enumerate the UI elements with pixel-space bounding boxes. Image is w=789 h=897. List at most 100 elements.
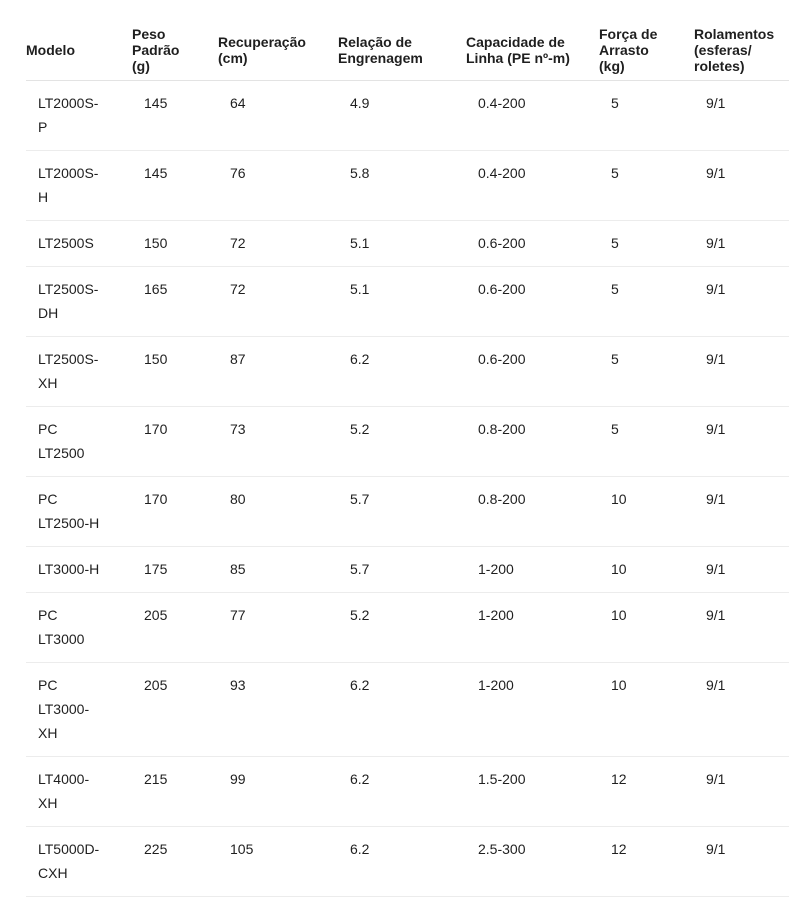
cell-text: PC LT3000 (38, 607, 85, 647)
cell-text: LT3000-H (38, 561, 100, 577)
cell-line-capacity: 1-200 (466, 546, 599, 593)
cell-text: 9/1 (706, 421, 726, 437)
cell-bearings: 9/1 (694, 266, 789, 337)
header-label: Recuperação (cm) (218, 34, 306, 66)
cell-text: 2.5-300 (478, 841, 526, 857)
cell-line-capacity: 0.4-200 (466, 80, 599, 151)
cell-retrieve: 85 (218, 546, 338, 593)
cell-text: 10 (611, 561, 627, 577)
cell-text: 6.2 (350, 677, 370, 693)
cell-gear-ratio: 5.8 (338, 150, 466, 221)
header-bearings: Rolamentos (esferas/ roletes) (694, 20, 789, 81)
cell-text: 5.7 (350, 491, 370, 507)
cell-retrieve: 99 (218, 756, 338, 827)
table-row: LT2500S-XH 150 87 6.2 0.6-200 5 9/1 (26, 336, 789, 407)
cell-bearings: 9/1 (694, 476, 789, 547)
table-row: LT5000D-CXH 225 105 6.2 2.5-300 12 9/1 (26, 826, 789, 897)
cell-text: 1.5-200 (478, 771, 526, 787)
cell-text: 72 (230, 281, 246, 297)
cell-text: 9/1 (706, 607, 726, 623)
cell-text: 145 (144, 165, 168, 181)
cell-text: 99 (230, 771, 246, 787)
header-model: Modelo (26, 20, 132, 81)
header-weight: Peso Padrão (g) (132, 20, 218, 81)
cell-text: 0.6-200 (478, 351, 526, 367)
cell-gear-ratio: 5.7 (338, 476, 466, 547)
cell-bearings: 9/1 (694, 592, 789, 663)
cell-text: 0.4-200 (478, 95, 526, 111)
table-row: PC LT2500-H 170 80 5.7 0.8-200 10 9/1 (26, 476, 789, 547)
cell-line-capacity: 0.8-200 (466, 476, 599, 547)
cell-retrieve: 64 (218, 80, 338, 151)
cell-model: LT2000S-P (26, 80, 132, 151)
cell-text: 9/1 (706, 281, 726, 297)
table-row: PC LT3000-XH 205 93 6.2 1-200 10 9/1 (26, 662, 789, 757)
cell-text: 10 (611, 607, 627, 623)
cell-text: 5.2 (350, 607, 370, 623)
cell-text: 12 (611, 771, 627, 787)
cell-drag: 5 (599, 150, 694, 221)
cell-text: 4.9 (350, 95, 370, 111)
cell-text: 6.2 (350, 771, 370, 787)
cell-text: 5 (611, 351, 619, 367)
cell-text: 170 (144, 491, 168, 507)
cell-drag: 5 (599, 336, 694, 407)
cell-text: 5 (611, 95, 619, 111)
cell-bearings: 9/1 (694, 220, 789, 267)
cell-text: 5.7 (350, 561, 370, 577)
cell-text: 0.8-200 (478, 491, 526, 507)
cell-line-capacity: 1-200 (466, 592, 599, 663)
cell-text: 87 (230, 351, 246, 367)
cell-line-capacity: 1-200 (466, 662, 599, 757)
cell-text: 0.4-200 (478, 165, 526, 181)
cell-text: 0.6-200 (478, 281, 526, 297)
cell-gear-ratio: 4.9 (338, 80, 466, 151)
cell-model: LT2500S-XH (26, 336, 132, 407)
header-gear-ratio: Relação de Engrenagem (338, 20, 466, 81)
cell-retrieve: 87 (218, 336, 338, 407)
cell-model: LT2500S-DH (26, 266, 132, 337)
table-row: LT3000-H 175 85 5.7 1-200 10 9/1 (26, 546, 789, 593)
cell-text: 6.2 (350, 351, 370, 367)
cell-bearings: 9/1 (694, 826, 789, 897)
cell-gear-ratio: 5.1 (338, 266, 466, 337)
cell-text: PC LT2500-H (38, 491, 100, 531)
table-body: LT2000S-P 145 64 4.9 0.4-200 5 9/1 LT2000S-H 145… (26, 80, 789, 897)
header-label: Rolamentos (esferas/ roletes) (694, 26, 775, 74)
cell-text: 1-200 (478, 561, 514, 577)
cell-gear-ratio: 5.7 (338, 546, 466, 593)
cell-text: 9/1 (706, 235, 726, 251)
cell-drag: 10 (599, 662, 694, 757)
cell-text: 76 (230, 165, 246, 181)
cell-weight: 145 (132, 80, 218, 151)
cell-text: 6.2 (350, 841, 370, 857)
cell-weight: 225 (132, 826, 218, 897)
cell-text: 1-200 (478, 677, 514, 693)
specs-table: Modelo Peso Padrão (g) Recuperação (cm) … (26, 20, 789, 897)
header-label: Peso Padrão (g) (132, 26, 180, 74)
cell-drag: 12 (599, 756, 694, 827)
cell-model: PC LT2500 (26, 406, 132, 477)
cell-text: 85 (230, 561, 246, 577)
cell-line-capacity: 0.4-200 (466, 150, 599, 221)
cell-text: 215 (144, 771, 168, 787)
header-line-capacity: Capacidade de Linha (PE nº-m) (466, 20, 599, 81)
cell-text: 170 (144, 421, 168, 437)
header-label: Força de Arrasto (kg) (599, 26, 658, 74)
cell-text: 5 (611, 235, 619, 251)
header-label: Capacidade de Linha (PE nº-m) (466, 34, 570, 66)
cell-drag: 10 (599, 592, 694, 663)
table-row: LT4000-XH 215 99 6.2 1.5-200 12 9/1 (26, 756, 789, 827)
cell-text: 80 (230, 491, 246, 507)
cell-text: LT2000S-H (38, 165, 99, 205)
cell-weight: 150 (132, 336, 218, 407)
cell-weight: 205 (132, 592, 218, 663)
cell-drag: 5 (599, 266, 694, 337)
cell-text: LT4000-XH (38, 771, 90, 811)
cell-text: LT2500S (38, 235, 94, 251)
cell-weight: 175 (132, 546, 218, 593)
cell-text: 64 (230, 95, 246, 111)
cell-gear-ratio: 5.2 (338, 592, 466, 663)
cell-retrieve: 105 (218, 826, 338, 897)
cell-weight: 215 (132, 756, 218, 827)
